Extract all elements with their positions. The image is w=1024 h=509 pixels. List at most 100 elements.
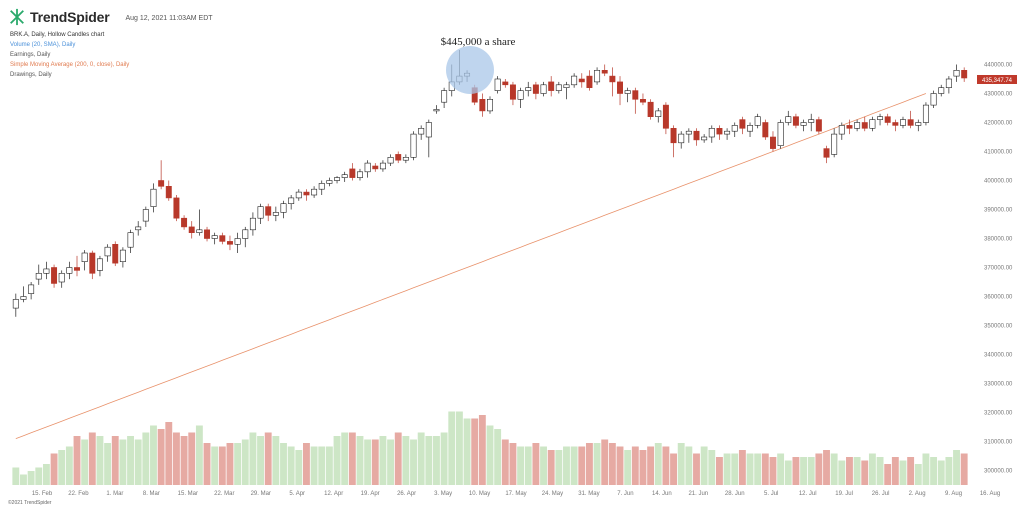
- candle: [800, 119, 807, 132]
- candle: [249, 212, 256, 236]
- candle-body: [532, 84, 539, 94]
- candle: [372, 163, 379, 172]
- candle: [548, 76, 555, 97]
- candle: [540, 81, 547, 97]
- header: TrendSpider Aug 12, 2021 11:03AM EDT: [8, 6, 213, 28]
- candle-body: [226, 241, 233, 245]
- volume-bar: [777, 453, 785, 485]
- legend-volume[interactable]: Volume (20, SMA), Daily: [10, 42, 76, 48]
- volume-bar: [73, 436, 81, 485]
- candle: [792, 113, 799, 129]
- volume-bar: [371, 439, 379, 485]
- candle-body: [418, 128, 425, 135]
- legend-sma[interactable]: Simple Moving Average (200, 0, close), D…: [10, 62, 130, 68]
- candle-body: [724, 130, 731, 135]
- candle: [609, 67, 616, 97]
- y-tick-label: 300000.00: [984, 469, 1013, 475]
- candle: [900, 116, 906, 129]
- candle-body: [701, 136, 708, 141]
- candle-body: [861, 122, 868, 129]
- volume-bar: [356, 436, 364, 485]
- volume-bar: [348, 432, 356, 485]
- candle-body: [930, 93, 937, 106]
- candle-body: [739, 119, 746, 129]
- volume-bar: [310, 446, 318, 485]
- candle-body: [35, 272, 42, 280]
- volume-bar: [907, 457, 915, 485]
- volume-bar: [478, 415, 486, 485]
- x-tick-label: 5. Apr: [289, 491, 305, 497]
- candle-body: [341, 174, 348, 178]
- candle: [226, 235, 233, 251]
- candle: [119, 247, 126, 268]
- x-tick-label: 26. Apr: [397, 491, 416, 497]
- candle: [410, 131, 417, 161]
- candle-body: [838, 125, 845, 135]
- x-tick-label: 9. Aug: [945, 491, 962, 497]
- candle-body: [693, 130, 700, 141]
- candle-body: [211, 235, 218, 239]
- candle-body: [785, 116, 792, 123]
- x-tick-label: 3. May: [434, 491, 452, 497]
- candle: [601, 64, 608, 77]
- legend-earnings[interactable]: Earnings, Daily: [10, 52, 51, 58]
- header-date: Aug 12, 2021 11:03AM EDT: [125, 14, 213, 22]
- annotation-text: $445,000 a share: [441, 36, 516, 48]
- candle-body: [846, 125, 853, 129]
- candle: [219, 232, 226, 245]
- y-tick-label: 430000.00: [984, 92, 1013, 98]
- candle: [739, 116, 746, 135]
- volume-bar: [417, 432, 425, 485]
- candle-body: [119, 249, 126, 263]
- candle-body: [494, 78, 501, 91]
- volume-bar: [945, 457, 953, 485]
- y-axis-ticks: 440000.00 430000.00 420000.00 410000.00 4000…: [984, 63, 1013, 475]
- legend-drawings[interactable]: Drawings, Daily: [10, 72, 52, 78]
- volume-bar: [88, 432, 96, 485]
- candle-body: [731, 125, 738, 132]
- volume-bar: [738, 450, 746, 485]
- volume-bar: [249, 432, 257, 485]
- candle-body: [945, 78, 952, 88]
- highlight-circle: [446, 46, 494, 94]
- candle: [693, 128, 700, 146]
- volume-bar: [172, 432, 180, 485]
- x-tick-label: 1. Mar: [106, 491, 123, 497]
- candle-body: [425, 122, 432, 138]
- candle-body: [777, 122, 784, 147]
- candle-body: [104, 246, 111, 257]
- candle: [204, 226, 211, 242]
- candle: [441, 87, 448, 108]
- volume-bar: [234, 443, 242, 485]
- volume-bar: [899, 460, 907, 485]
- candle: [861, 116, 868, 132]
- candle-body: [303, 191, 310, 196]
- candle-body: [188, 226, 195, 233]
- candle-body: [142, 209, 149, 222]
- volume-bar: [157, 429, 165, 485]
- volume-bar: [700, 446, 708, 485]
- candle-body: [349, 168, 356, 178]
- candle-body: [28, 284, 35, 294]
- candle: [747, 122, 754, 137]
- candle: [188, 221, 195, 239]
- volume-bar: [708, 450, 716, 485]
- candle-body: [410, 133, 417, 158]
- candle: [272, 206, 279, 222]
- candle-body: [808, 119, 815, 123]
- legend-title[interactable]: BRK.A, Daily, Hollow Candles chart: [10, 32, 105, 38]
- candle: [66, 261, 73, 280]
- candle-body: [379, 162, 386, 170]
- candle: [288, 195, 295, 210]
- candle-body: [181, 217, 188, 228]
- volume-bar: [81, 439, 89, 485]
- candle: [51, 264, 58, 288]
- y-tick-label: 410000.00: [984, 150, 1013, 156]
- candle-body: [678, 133, 685, 144]
- volume-bar: [876, 457, 884, 485]
- volume-bar: [257, 436, 265, 485]
- volume-bar: [134, 439, 142, 485]
- candle-body: [769, 136, 776, 149]
- candle: [387, 154, 394, 166]
